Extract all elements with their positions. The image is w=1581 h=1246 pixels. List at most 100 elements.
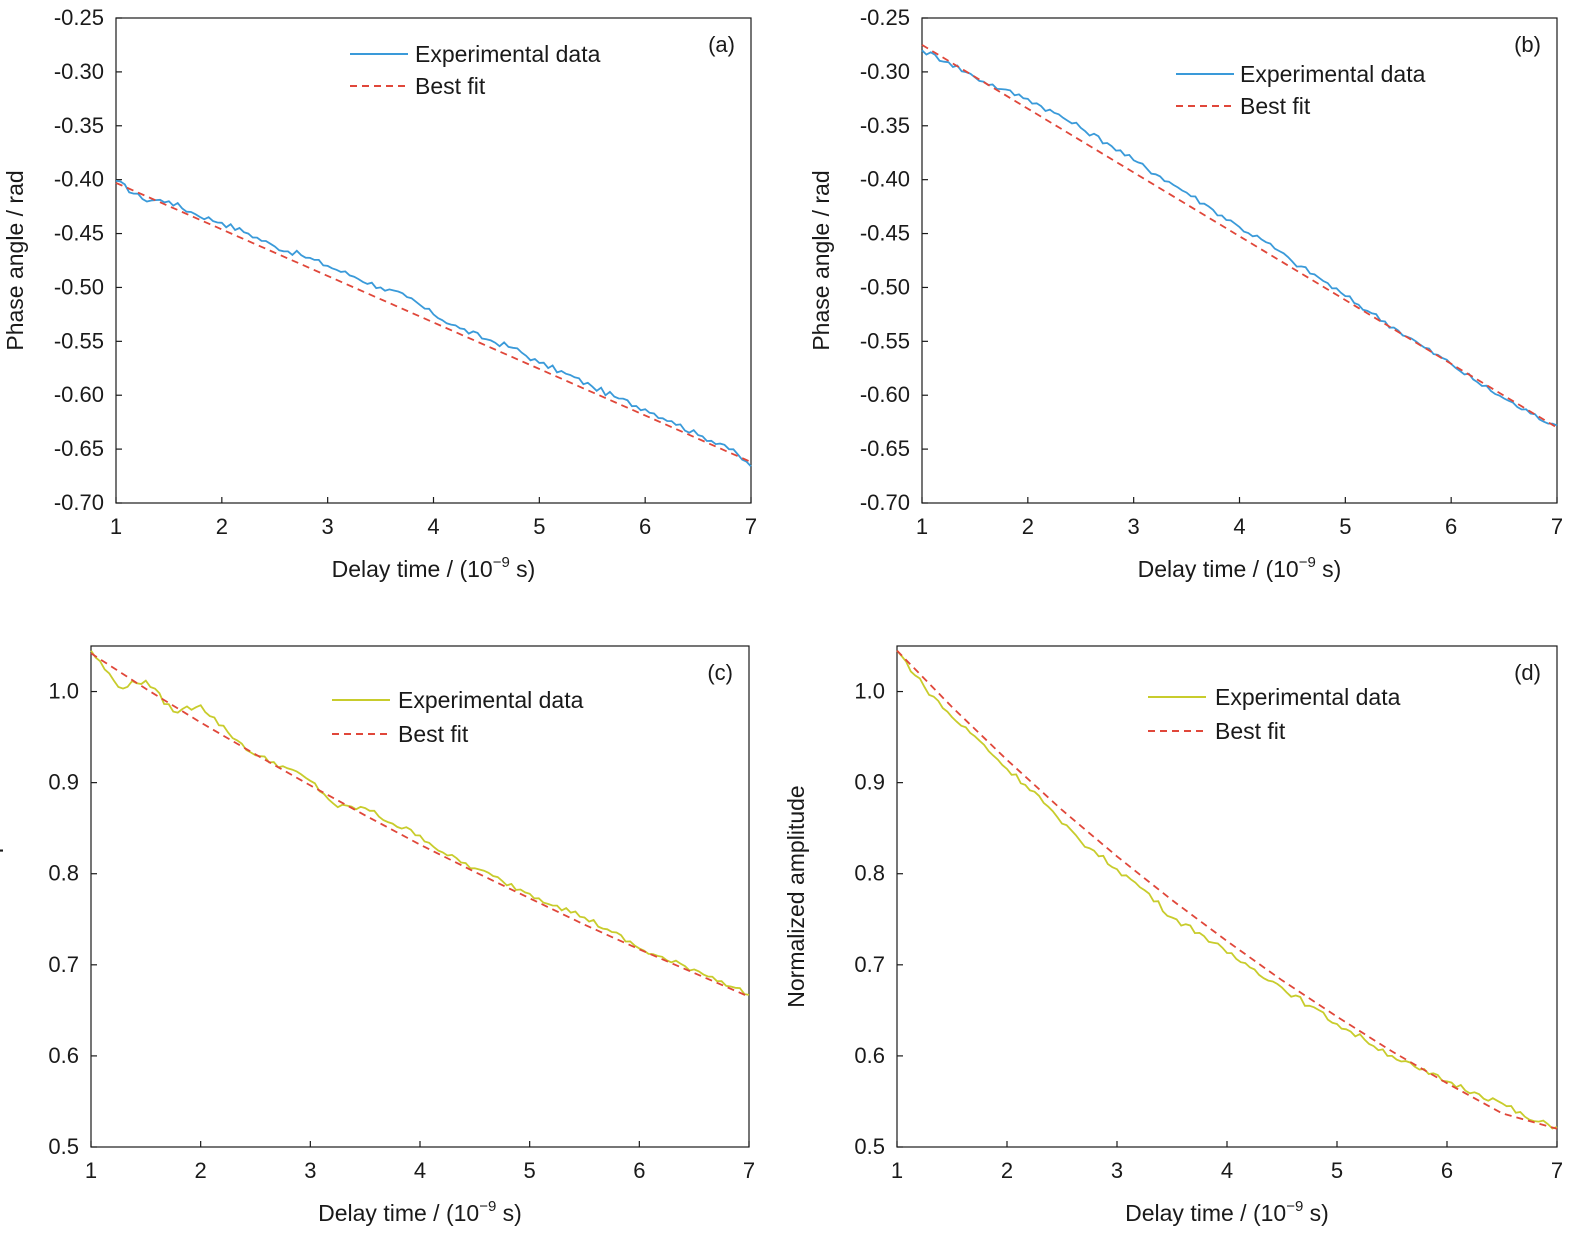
x-axis-label-unit: s) bbox=[1316, 556, 1342, 582]
legend-label: Best fit bbox=[398, 721, 469, 747]
y-axis-label: Phase angle / rad bbox=[2, 170, 28, 350]
x-axis-label-unit: s) bbox=[1303, 1200, 1329, 1226]
y-tick-label: 0.6 bbox=[854, 1043, 885, 1068]
x-axis-label-exponent: −9 bbox=[1286, 1198, 1303, 1215]
x-tick-label: 6 bbox=[1441, 1158, 1453, 1183]
x-axis-label-main: Delay time / (10 bbox=[318, 1200, 479, 1226]
x-tick-label: 1 bbox=[110, 514, 122, 539]
experimental-data-line bbox=[90, 650, 750, 996]
x-tick-label: 7 bbox=[743, 1158, 755, 1183]
plot-frame bbox=[921, 17, 1558, 504]
best-fit-line bbox=[921, 44, 1558, 429]
x-axis-label-main: Delay time / (10 bbox=[1125, 1200, 1286, 1226]
y-tick-label: 0.5 bbox=[854, 1134, 885, 1159]
y-tick-label: 0.8 bbox=[854, 861, 885, 886]
legend-label: Experimental data bbox=[1215, 684, 1401, 710]
y-tick-label: -0.60 bbox=[860, 382, 910, 407]
y-tick-label: -0.55 bbox=[860, 328, 910, 353]
y-tick-label: -0.65 bbox=[860, 436, 910, 461]
y-axis-label: Normalized amplitude bbox=[783, 785, 809, 1007]
x-tick-label: 7 bbox=[745, 514, 757, 539]
best-fit-line bbox=[115, 182, 752, 463]
y-tick-label: -0.50 bbox=[860, 274, 910, 299]
legend-label: Best fit bbox=[1240, 93, 1311, 119]
x-tick-label: 3 bbox=[322, 514, 334, 539]
x-tick-label: 7 bbox=[1551, 1158, 1563, 1183]
x-tick-label: 7 bbox=[1551, 514, 1563, 539]
x-axis-label: Delay time / (10−9 s) bbox=[318, 1198, 522, 1226]
x-axis-label-exponent: −9 bbox=[493, 554, 510, 571]
x-tick-label: 6 bbox=[633, 1158, 645, 1183]
panel-d: 1 2 3 4 5 6 7 0.5 0.6 0.7 0.8 0.9 1.0 Delay time / (1… bbox=[783, 645, 1563, 1226]
y-tick-label: -0.60 bbox=[54, 382, 104, 407]
y-tick-label: 0.8 bbox=[48, 861, 79, 886]
y-tick-label: -0.25 bbox=[54, 5, 104, 30]
y-tick-label: -0.50 bbox=[54, 274, 104, 299]
panel-label: (a) bbox=[708, 32, 735, 57]
legend-label: Experimental data bbox=[415, 41, 601, 67]
y-tick-label: 0.7 bbox=[48, 952, 79, 977]
y-tick-label: 0.7 bbox=[854, 952, 885, 977]
legend-label: Best fit bbox=[1215, 718, 1286, 744]
x-tick-label: 1 bbox=[916, 514, 928, 539]
x-tick-label: 5 bbox=[524, 1158, 536, 1183]
x-axis-label: Delay time / (10−9 s) bbox=[1125, 1198, 1329, 1226]
y-tick-label: -0.25 bbox=[860, 5, 910, 30]
x-tick-label: 3 bbox=[1128, 514, 1140, 539]
y-tick-label: -0.30 bbox=[860, 59, 910, 84]
x-axis-label-main: Delay time / (10 bbox=[332, 556, 493, 582]
x-tick-label: 6 bbox=[1445, 514, 1457, 539]
best-fit-line bbox=[896, 649, 1558, 1130]
experimental-data-line bbox=[115, 179, 752, 468]
x-tick-label: 5 bbox=[1331, 1158, 1343, 1183]
panel-b: 1 2 3 4 5 6 7 -0.25 -0.30 -0.35 -0.40 -0.45 -0.50 -0.… bbox=[808, 5, 1563, 582]
legend-label: Experimental data bbox=[1240, 61, 1426, 87]
x-tick-label: 5 bbox=[1339, 514, 1351, 539]
x-axis-label-unit: s) bbox=[496, 1200, 522, 1226]
panel-label: (d) bbox=[1514, 660, 1541, 685]
x-tick-label: 4 bbox=[1233, 514, 1245, 539]
x-tick-label: 2 bbox=[216, 514, 228, 539]
y-tick-label: -0.55 bbox=[54, 328, 104, 353]
x-tick-label: 1 bbox=[85, 1158, 97, 1183]
legend-label: Best fit bbox=[415, 73, 486, 99]
y-tick-label: -0.30 bbox=[54, 59, 104, 84]
legend-label: Experimental data bbox=[398, 687, 584, 713]
x-axis-label-main: Delay time / (10 bbox=[1138, 556, 1299, 582]
panel-c: 1 2 3 4 5 6 7 0.5 0.6 0.7 0.8 0.9 1.0 Delay time / (1… bbox=[0, 645, 755, 1226]
y-tick-label: -0.40 bbox=[54, 167, 104, 192]
y-tick-label: 0.9 bbox=[854, 770, 885, 795]
y-tick-label: -0.35 bbox=[860, 113, 910, 138]
y-tick-label: 0.5 bbox=[48, 1134, 79, 1159]
experimental-data-line bbox=[896, 650, 1558, 1130]
y-tick-label: 1.0 bbox=[854, 679, 885, 704]
x-tick-label: 5 bbox=[533, 514, 545, 539]
x-tick-label: 3 bbox=[1111, 1158, 1123, 1183]
panel-label: (c) bbox=[707, 660, 733, 685]
y-tick-label: -0.40 bbox=[860, 167, 910, 192]
y-tick-label: -0.65 bbox=[54, 436, 104, 461]
y-axis-label: Phase angle / rad bbox=[808, 170, 834, 350]
panel-label: (b) bbox=[1514, 32, 1541, 57]
panel-a: 1 2 3 4 5 6 7 -0.25 -0.30 -0.35 -0.40 -0.45 -0.50 -0.… bbox=[2, 5, 757, 582]
x-tick-label: 4 bbox=[414, 1158, 426, 1183]
y-tick-label: 0.6 bbox=[48, 1043, 79, 1068]
y-tick-label: -0.70 bbox=[860, 490, 910, 515]
y-tick-label: -0.45 bbox=[54, 221, 104, 246]
y-tick-label: -0.70 bbox=[54, 490, 104, 515]
x-axis-label: Delay time / (10−9 s) bbox=[1138, 554, 1342, 582]
y-tick-label: -0.35 bbox=[54, 113, 104, 138]
y-tick-label: 1.0 bbox=[48, 679, 79, 704]
x-tick-label: 2 bbox=[195, 1158, 207, 1183]
x-tick-label: 4 bbox=[1221, 1158, 1233, 1183]
x-axis-label-unit: s) bbox=[510, 556, 536, 582]
y-axis-label: Normalized amplitude bbox=[0, 785, 3, 1007]
x-tick-label: 3 bbox=[304, 1158, 316, 1183]
x-tick-label: 1 bbox=[891, 1158, 903, 1183]
x-axis-label-exponent: −9 bbox=[479, 1198, 496, 1215]
x-tick-label: 4 bbox=[427, 514, 439, 539]
x-tick-label: 6 bbox=[639, 514, 651, 539]
x-tick-label: 2 bbox=[1022, 514, 1034, 539]
x-axis-label-exponent: −9 bbox=[1299, 554, 1316, 571]
